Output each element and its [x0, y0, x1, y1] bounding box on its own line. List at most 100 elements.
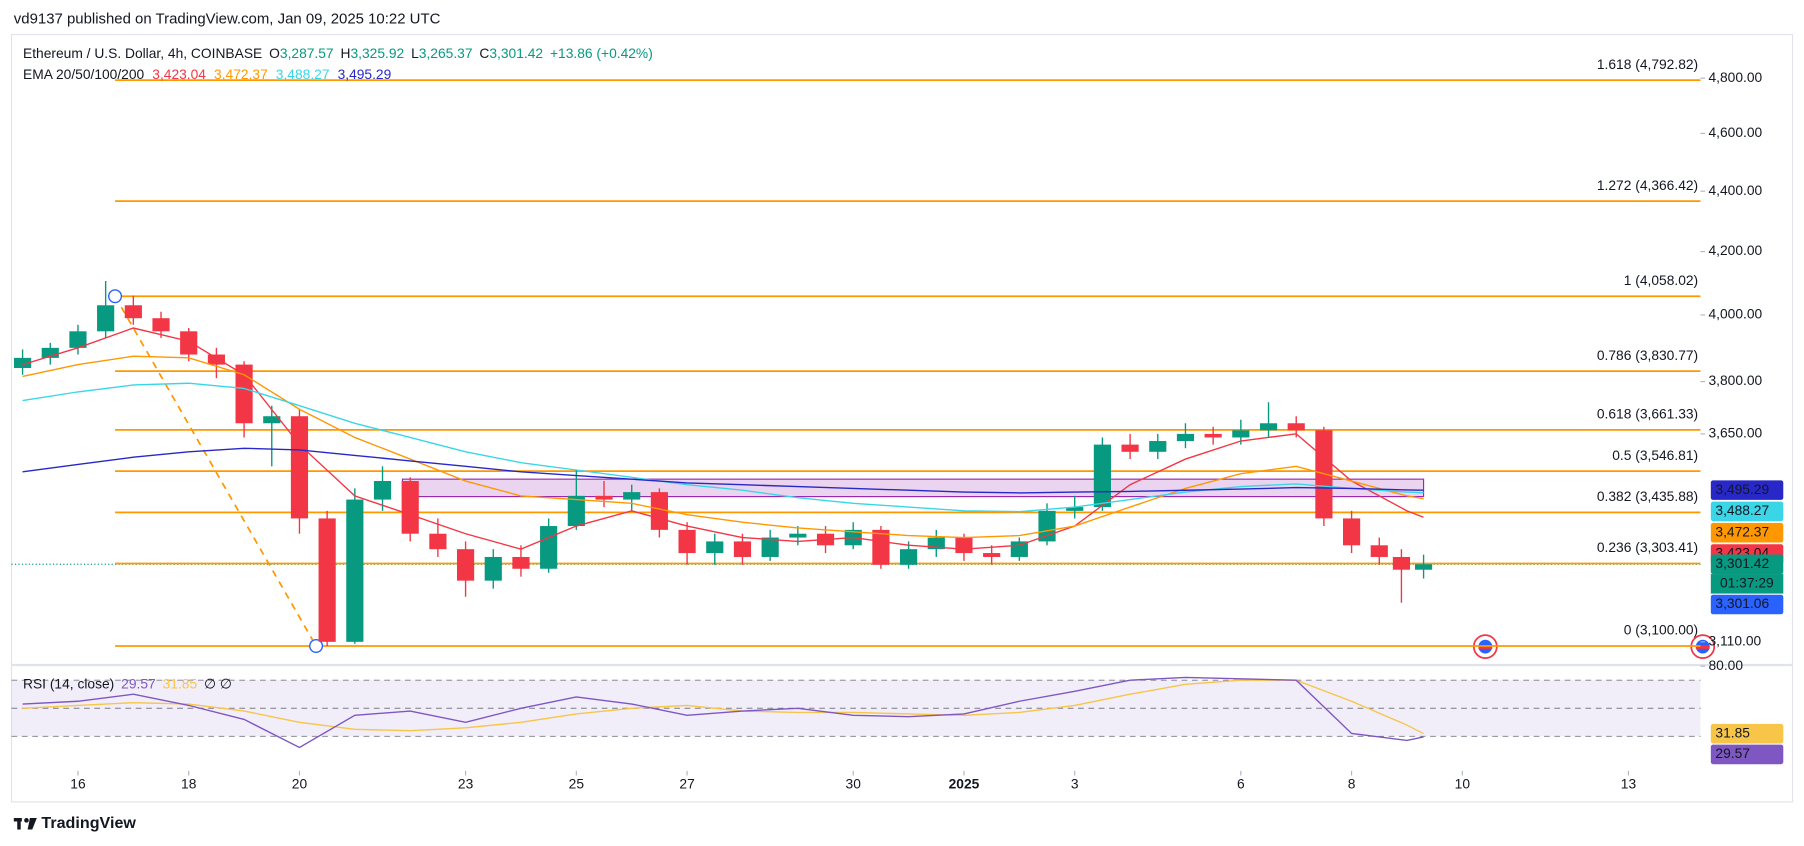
candle-body	[706, 541, 724, 554]
candle-body	[346, 499, 364, 642]
x-tick-label: 2025	[949, 776, 980, 791]
candle-body	[1038, 510, 1056, 542]
countdown-label: 01:37:29	[1720, 575, 1774, 590]
ema-legend: EMA 20/50/100/200 3,423.04 3,472.37 3,488.2…	[23, 66, 392, 81]
candle-body	[761, 537, 779, 557]
ohlc-legend: Ethereum / U.S. Dollar, 4h, COINBASE O3,2…	[23, 46, 653, 61]
axis-value-label: 29.57	[1715, 746, 1750, 761]
fib-label: 1 (4,058.02)	[1624, 273, 1698, 288]
candle-body	[69, 331, 87, 348]
candle-body	[789, 533, 807, 538]
candle-body	[124, 305, 142, 319]
candle-body	[1204, 433, 1222, 438]
fib-label: 0.236 (3,303.41)	[1597, 540, 1698, 555]
ema-line	[22, 382, 1424, 513]
x-tick-label: 10	[1455, 776, 1471, 791]
candle-body	[540, 526, 558, 569]
x-tick-label: 30	[846, 776, 862, 791]
axis-value-box	[1710, 554, 1784, 575]
candle-body	[484, 556, 502, 581]
candle-body	[1066, 507, 1084, 511]
fib-label: 0.5 (3,546.81)	[1612, 448, 1698, 463]
axis-value-box	[1710, 522, 1784, 543]
x-tick-label: 8	[1348, 776, 1356, 791]
fib-anchor	[309, 639, 324, 654]
candle-body	[1121, 444, 1139, 452]
candle-body	[567, 495, 585, 527]
axis-value-label: 31.85	[1715, 725, 1750, 740]
x-tick-label: 18	[181, 776, 197, 791]
ema-value: 3,488.27	[276, 66, 330, 81]
fib-label: 1.272 (4,366.42)	[1597, 178, 1698, 193]
candle-body	[373, 480, 392, 500]
axis-value-label: 3,301.42	[1715, 556, 1769, 571]
candle-body	[623, 492, 641, 500]
y-tick-label: 3,110.00	[1709, 633, 1762, 648]
brand: TradingView	[41, 814, 136, 832]
countdown-box	[1710, 574, 1784, 594]
x-tick-label: 25	[569, 776, 585, 791]
axis-value-box	[1710, 723, 1784, 744]
candle-body	[152, 318, 170, 332]
rsi-extra: ∅ ∅	[204, 676, 232, 691]
candle-body	[1287, 423, 1305, 431]
candle-body	[512, 556, 530, 569]
axis-value-box	[1710, 480, 1784, 500]
ohlc-key: C	[479, 46, 489, 61]
ohlc-key: O	[269, 46, 280, 61]
fib-trend	[114, 295, 317, 647]
x-tick-label: 20	[292, 776, 308, 791]
candle-body	[955, 537, 973, 554]
x-tick-label: 13	[1621, 776, 1637, 791]
rsi-title: RSI (14, close)	[23, 676, 114, 691]
y-tick-label: 3,650.00	[1709, 426, 1763, 441]
candle-body	[457, 549, 475, 581]
candle-body	[1392, 556, 1411, 570]
candle-body	[678, 529, 696, 554]
chart-frame	[10, 33, 1794, 803]
candle-body	[900, 549, 918, 565]
candle-body	[733, 541, 752, 557]
candle-body	[290, 416, 309, 519]
candle-body	[41, 347, 59, 358]
rsi-tick-label: 80.00	[1709, 658, 1744, 673]
ema-value: 3,472.37	[214, 66, 268, 81]
fib-label: 0.382 (3,435.88)	[1597, 489, 1698, 504]
rsi-line	[22, 676, 1424, 749]
candle-body	[429, 533, 447, 550]
y-tick-label: 4,600.00	[1709, 125, 1763, 140]
ema-value: 3,423.04	[152, 66, 206, 81]
axis-value-label: 3,488.27	[1715, 503, 1769, 518]
ohlc-value: 3,287.57	[280, 46, 334, 61]
candle-body	[401, 480, 419, 534]
candle-body	[595, 495, 613, 500]
candle-body	[1343, 518, 1361, 546]
x-tick-label: 16	[70, 776, 86, 791]
x-tick-label: 27	[679, 776, 694, 791]
candle-body	[1093, 444, 1111, 508]
candle-body	[207, 354, 225, 365]
candle-body	[650, 492, 668, 530]
fib-label: 0 (3,100.00)	[1624, 623, 1698, 638]
ohlc-value: 3,325.92	[350, 46, 404, 61]
fib-label: 0.786 (3,830.77)	[1597, 348, 1698, 363]
ema-line	[22, 447, 1424, 494]
y-tick-label: 4,800.00	[1709, 70, 1763, 85]
publisher-line: vd9137 published on TradingView.com, Jan…	[14, 11, 441, 28]
ohlc-value: 3,301.42	[489, 46, 543, 61]
fib-anchor	[108, 289, 123, 304]
candle-body	[263, 416, 281, 424]
axis-value-box	[1710, 744, 1784, 765]
ohlc-change: +13.86 (+0.42%)	[550, 46, 653, 61]
ohlc-key: H	[341, 46, 351, 61]
y-tick-label: 3,800.00	[1709, 373, 1763, 388]
rsi-legend: RSI (14, close) 29.57 31.85 ∅ ∅	[23, 676, 232, 691]
candle-body	[872, 529, 890, 565]
y-tick-label: 4,000.00	[1709, 307, 1763, 322]
rsi-value: 31.85	[163, 676, 198, 691]
x-tick-label: 23	[458, 776, 474, 791]
ema-line	[22, 327, 1424, 550]
candle-body	[1414, 564, 1433, 570]
